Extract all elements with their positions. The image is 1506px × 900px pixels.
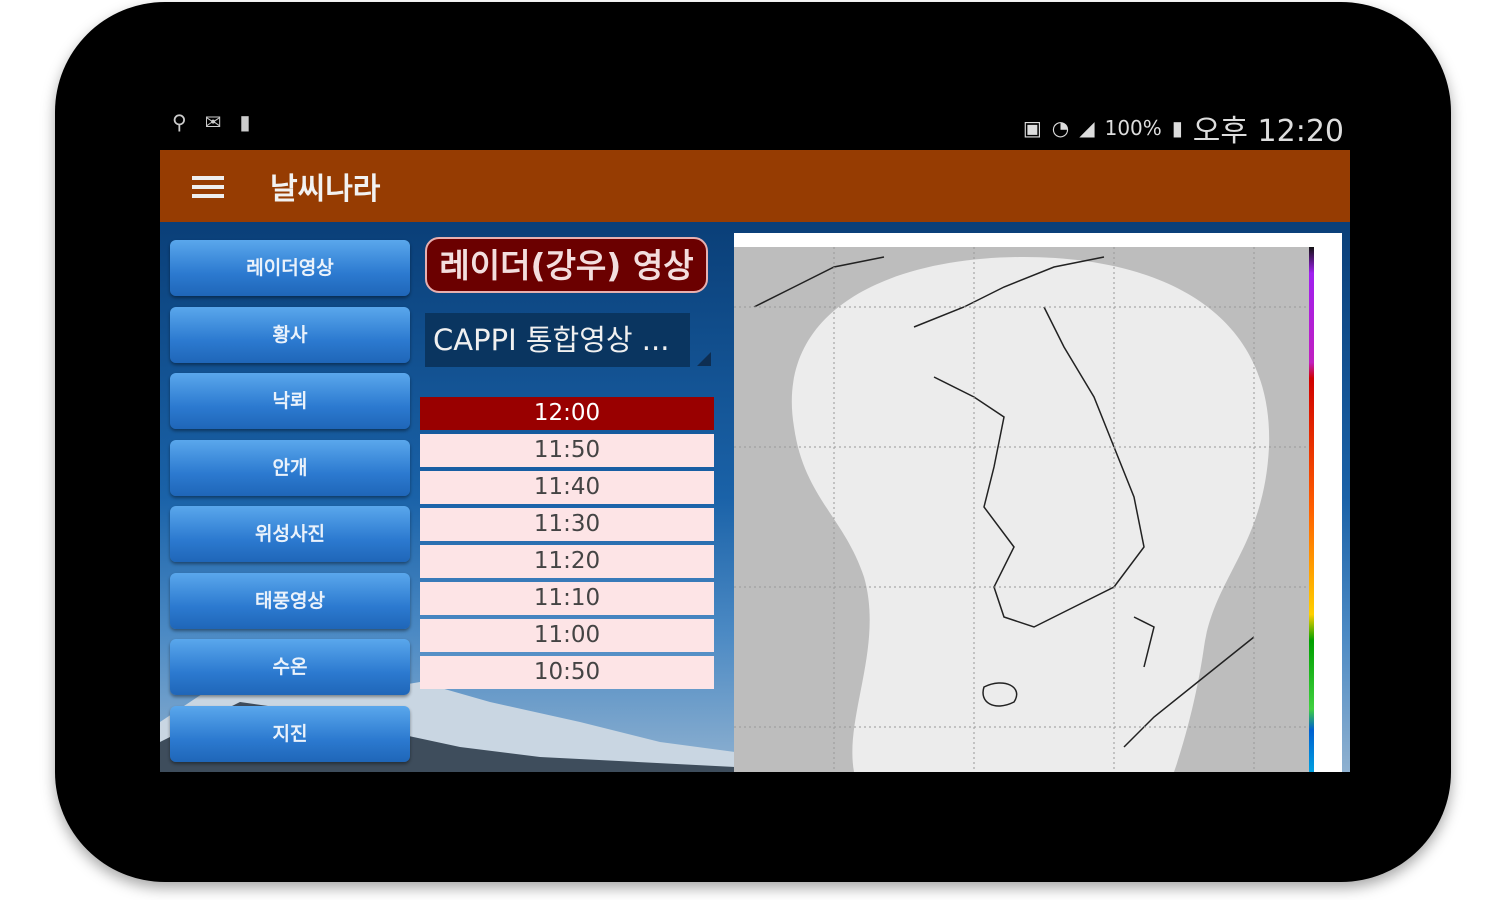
nav-button[interactable]: 수온 <box>170 639 410 695</box>
app-title: 날씨나라 <box>270 172 381 207</box>
nav-button[interactable]: 지진 <box>170 705 410 762</box>
nfc-icon: ▣ <box>1022 116 1042 140</box>
dropdown-arrow-icon <box>697 352 711 366</box>
wifi-icon: ◔ <box>1051 116 1070 140</box>
clock: 오후 12:20 <box>1192 114 1344 149</box>
time-list: 12:00 11:50 11:40 11:30 11:20 11:10 11:00 10:50 <box>420 397 714 693</box>
time-row[interactable]: 12:00 <box>420 397 714 430</box>
radar-map <box>734 233 1342 772</box>
time-row[interactable]: 11:20 <box>420 545 714 578</box>
status-bar: ⚲ ✉ ▮ ▣ ◔ ◢ 100% ▮ 오후 12:20 <box>160 100 1350 150</box>
usb-icon: ⚲ <box>172 110 187 134</box>
radar-title-button[interactable]: 레이더(강우) 영상 <box>425 237 708 293</box>
time-row[interactable]: 11:50 <box>420 434 714 467</box>
nav-button[interactable]: 위성사진 <box>170 506 410 562</box>
time-row[interactable]: 11:40 <box>420 471 714 504</box>
radar-type-dropdown[interactable]: CAPPI 통합영상 ... <box>425 313 690 367</box>
menu-icon[interactable] <box>192 176 224 198</box>
time-row[interactable]: 10:50 <box>420 656 714 689</box>
map-header <box>734 233 1342 247</box>
nav-button[interactable]: 안개 <box>170 439 410 496</box>
nav-button[interactable]: 낙뢰 <box>170 373 410 429</box>
nav-button[interactable]: 황사 <box>170 306 410 363</box>
nav-button[interactable]: 태풍영상 <box>170 572 410 629</box>
time-row[interactable]: 11:10 <box>420 582 714 615</box>
voicemail-icon: ✉ <box>204 110 222 134</box>
battery-saver-icon: ▮ <box>239 110 251 134</box>
radar-map-image <box>734 247 1314 772</box>
time-row[interactable]: 11:30 <box>420 508 714 541</box>
nav-button[interactable]: 레이더영상 <box>170 240 410 296</box>
time-row[interactable]: 11:00 <box>420 619 714 652</box>
app-bar: 날씨나라 <box>160 150 1350 222</box>
signal-icon: ◢ <box>1079 116 1095 140</box>
battery-percent: 100% <box>1104 116 1162 140</box>
battery-icon: ▮ <box>1171 116 1183 140</box>
